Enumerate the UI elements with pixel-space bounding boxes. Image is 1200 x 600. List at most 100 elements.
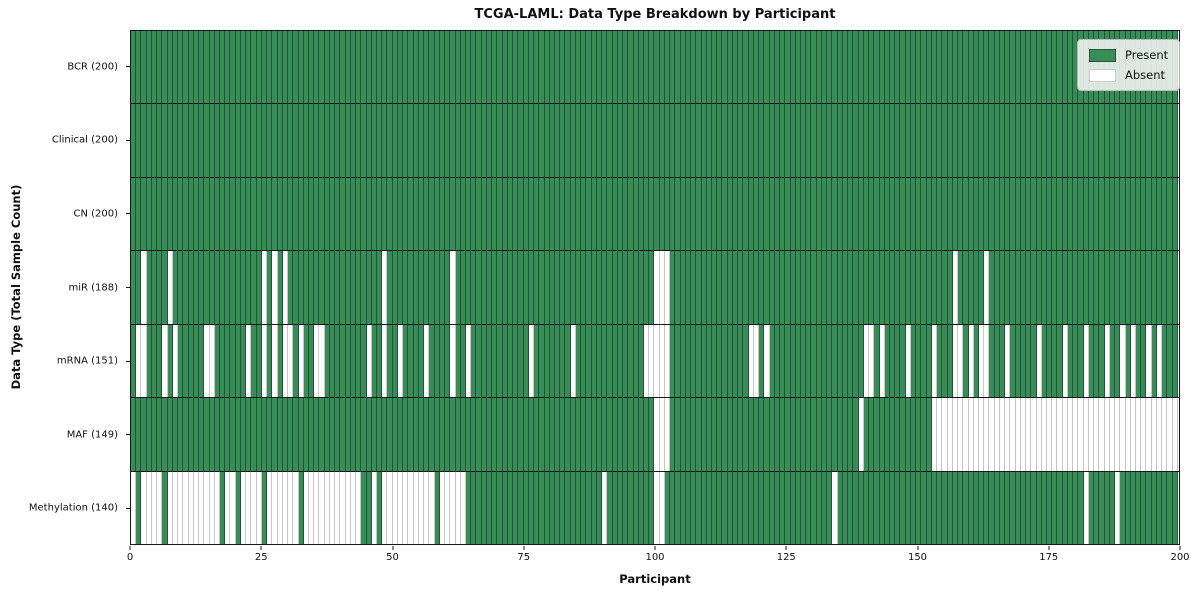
heatmap-cell [230,177,236,251]
heatmap-cell [272,104,278,177]
heatmap-cell [921,398,927,471]
heatmap-cell [790,104,796,177]
heatmap-cell [696,398,702,471]
heatmap-cell [1005,471,1011,544]
heatmap-cell [178,324,184,398]
heatmap-cell [157,251,163,324]
heatmap-cell [790,398,796,471]
heatmap-cell [193,251,200,324]
heatmap-cell [246,251,252,324]
heatmap-cell [1067,251,1074,324]
heatmap-cell [418,251,425,324]
heatmap-cell [261,251,268,324]
heatmap-cell [460,104,466,177]
heatmap-cell [272,398,278,471]
heatmap-cell [701,398,707,471]
heatmap-cell [1052,398,1058,471]
heatmap-cell [858,471,864,544]
heatmap-cell [471,31,477,104]
heatmap-cell [1167,177,1173,251]
heatmap-cell [1062,104,1068,177]
heatmap-cell [507,251,514,324]
heatmap-cell [450,471,456,544]
heatmap-cell [1057,251,1063,324]
heatmap-cell [549,177,555,251]
heatmap-cell [539,31,545,104]
heatmap-cell [633,31,639,104]
heatmap-cell [978,177,985,251]
heatmap-cell [1115,398,1121,471]
heatmap-cell [219,104,226,177]
heatmap-cell [795,104,801,177]
heatmap-cell [848,471,854,544]
heatmap-cell [560,177,566,251]
heatmap-cell [554,324,561,398]
heatmap-cell [654,471,660,544]
heatmap-cell [837,324,843,398]
heatmap-cell [476,324,482,398]
heatmap-cell [696,471,702,544]
heatmap-cell [167,104,173,177]
heatmap-cell [261,31,268,104]
heatmap-cell [570,251,576,324]
heatmap-cell [267,471,273,544]
heatmap-cell [638,398,644,471]
heatmap-cell [999,177,1006,251]
heatmap-cell [670,471,676,544]
heatmap-cell [764,471,770,544]
heatmap-cell [1010,471,1016,544]
heatmap-cell [1094,471,1100,544]
heatmap-cell [356,471,362,544]
heatmap-cell [1015,251,1021,324]
heatmap-cell [570,471,576,544]
heatmap-cell [408,324,414,398]
heatmap-cell [790,31,796,104]
heatmap-cell [675,177,681,251]
heatmap-cell [172,471,179,544]
heatmap-cell [303,324,309,398]
heatmap-cell [544,177,550,251]
heatmap-cell [806,471,812,544]
heatmap-cell [952,398,959,471]
heatmap-cell [397,324,404,398]
heatmap-cell [528,177,535,251]
heatmap-cell [387,398,393,471]
heatmap-cell [659,104,665,177]
heatmap-cell [999,31,1006,104]
heatmap-cell [293,31,299,104]
heatmap-cell [696,177,702,251]
heatmap-cell [1073,398,1079,471]
heatmap-cell [801,177,807,251]
heatmap-cell [889,471,896,544]
heatmap-cell [1010,251,1016,324]
heatmap-cell [151,471,158,544]
heatmap-cell [963,31,969,104]
heatmap-cell [958,398,964,471]
heatmap-cell [607,324,613,398]
heatmap-cell [549,398,555,471]
heatmap-cell [738,324,744,398]
heatmap-cell [371,31,378,104]
heatmap-cell [1020,104,1027,177]
heatmap-cell [999,251,1006,324]
heatmap-cell [722,177,728,251]
heatmap-cell [586,177,592,251]
heatmap-cell [214,251,220,324]
heatmap-cell [193,324,200,398]
heatmap-cell [392,471,398,544]
heatmap-cell [753,251,760,324]
heatmap-cell [408,398,414,471]
heatmap-cell [1120,471,1126,544]
heatmap-cell [314,177,320,251]
x-tick-mark [654,546,656,550]
heatmap-cell [1172,471,1178,544]
heatmap-cell [931,471,938,544]
heatmap-cell [560,104,566,177]
heatmap-cell [623,398,629,471]
heatmap-cell [1156,471,1163,544]
heatmap-cell [397,251,404,324]
heatmap-cell [413,177,419,251]
heatmap-cell [1167,104,1173,177]
heatmap-cell [565,251,571,324]
heatmap-cell [408,104,414,177]
